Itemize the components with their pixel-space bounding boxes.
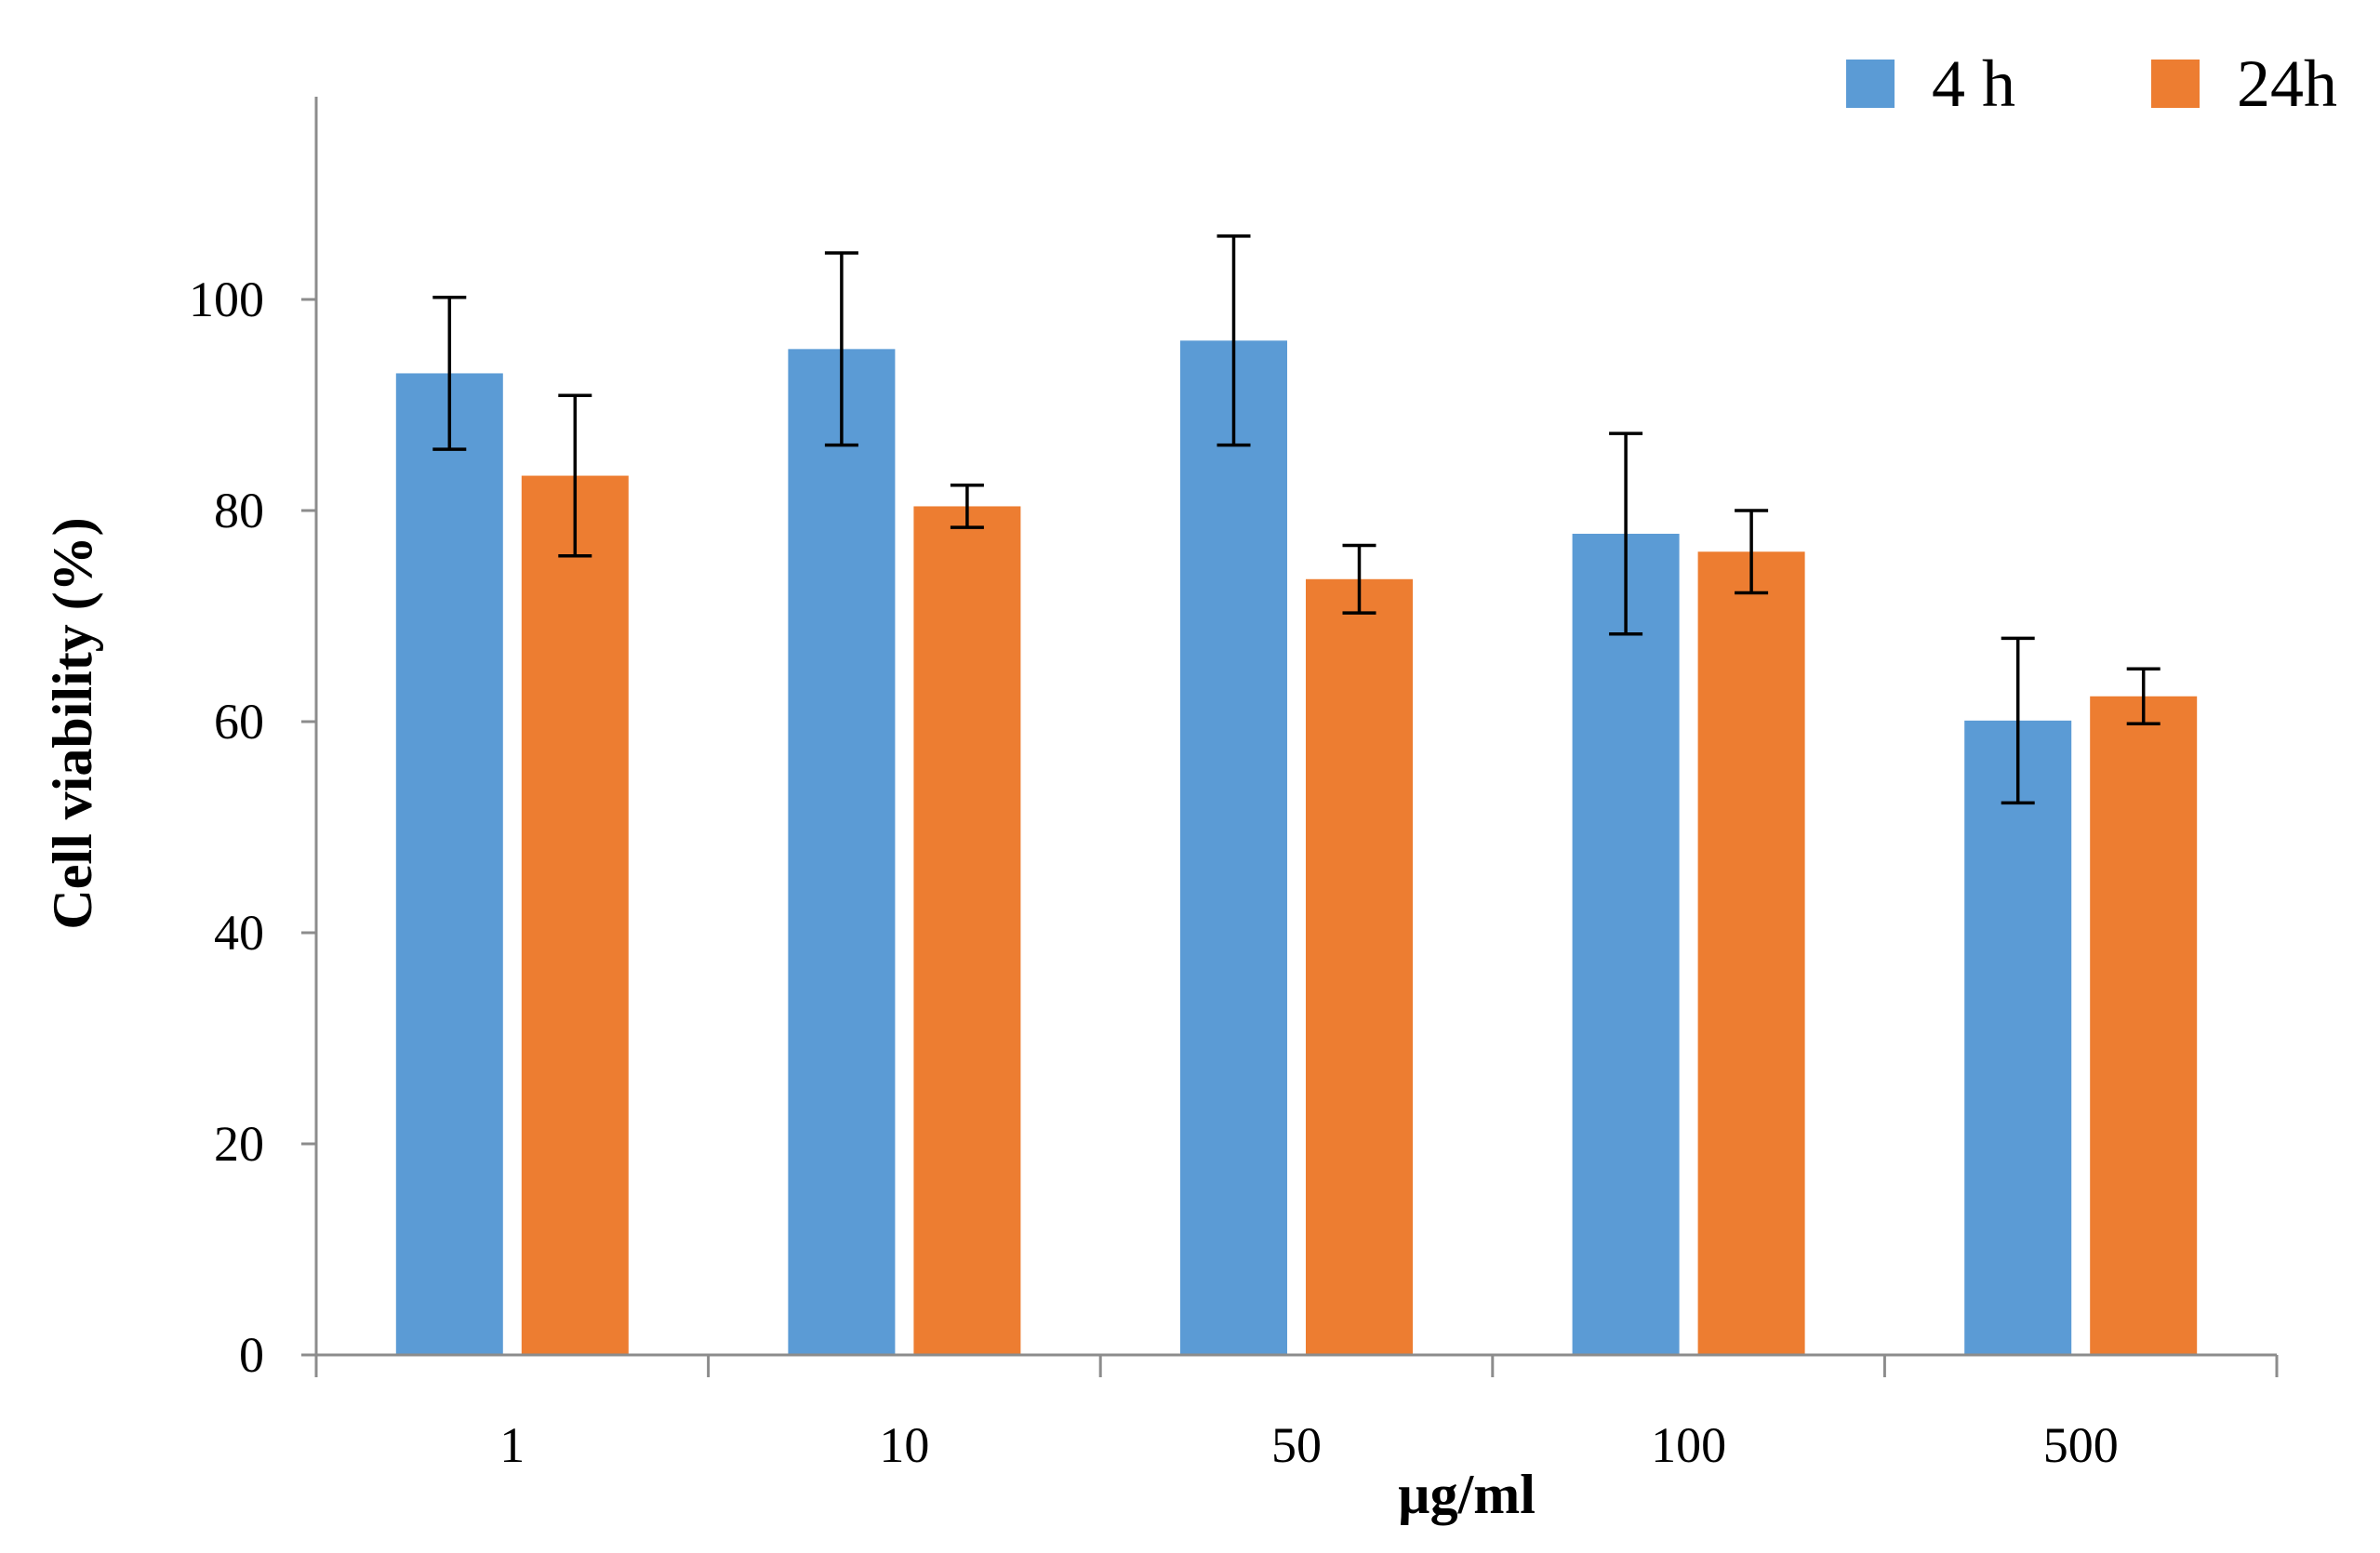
x-axis-title: µg/ml — [1398, 1464, 1536, 1525]
legend: 4 h 24h — [1846, 46, 2337, 121]
y-tick-labels: 0 20 40 60 80 100 — [189, 272, 316, 1383]
x-tick-label: 10 — [879, 1417, 929, 1473]
legend-label: 4 h — [1932, 46, 2015, 121]
bar-24h — [1697, 551, 1805, 1355]
bar-4h — [395, 373, 503, 1356]
bar-24h — [1306, 578, 1413, 1355]
bar-24h — [2090, 696, 2198, 1355]
bar-24h — [913, 506, 1021, 1355]
bar-4h — [788, 349, 896, 1356]
y-tick-label: 80 — [214, 483, 264, 538]
x-tick-label: 1 — [499, 1417, 525, 1473]
bar-4h — [1572, 533, 1680, 1355]
bar-24h — [521, 475, 629, 1355]
bar-4h — [1964, 720, 2072, 1355]
x-tick-labels: 1 10 50 100 500 — [314, 1355, 2279, 1473]
x-tick-label: 500 — [2043, 1417, 2119, 1473]
x-tick-label: 50 — [1271, 1417, 1322, 1473]
error-bars-layer — [432, 234, 2161, 805]
y-tick-label: 60 — [214, 694, 264, 750]
y-tick-label: 40 — [214, 905, 264, 961]
legend-swatch — [2151, 60, 2200, 108]
legend-swatch — [1846, 60, 1895, 108]
legend-label: 24h — [2237, 46, 2337, 121]
y-axis-title: Cell viability (%) — [42, 517, 103, 929]
y-tick-label: 0 — [239, 1327, 264, 1383]
y-tick-label: 20 — [214, 1116, 264, 1172]
x-tick-label: 100 — [1651, 1417, 1726, 1473]
bars-layer — [395, 340, 2198, 1356]
bar-4h — [1180, 340, 1287, 1355]
y-tick-label: 100 — [189, 272, 264, 327]
